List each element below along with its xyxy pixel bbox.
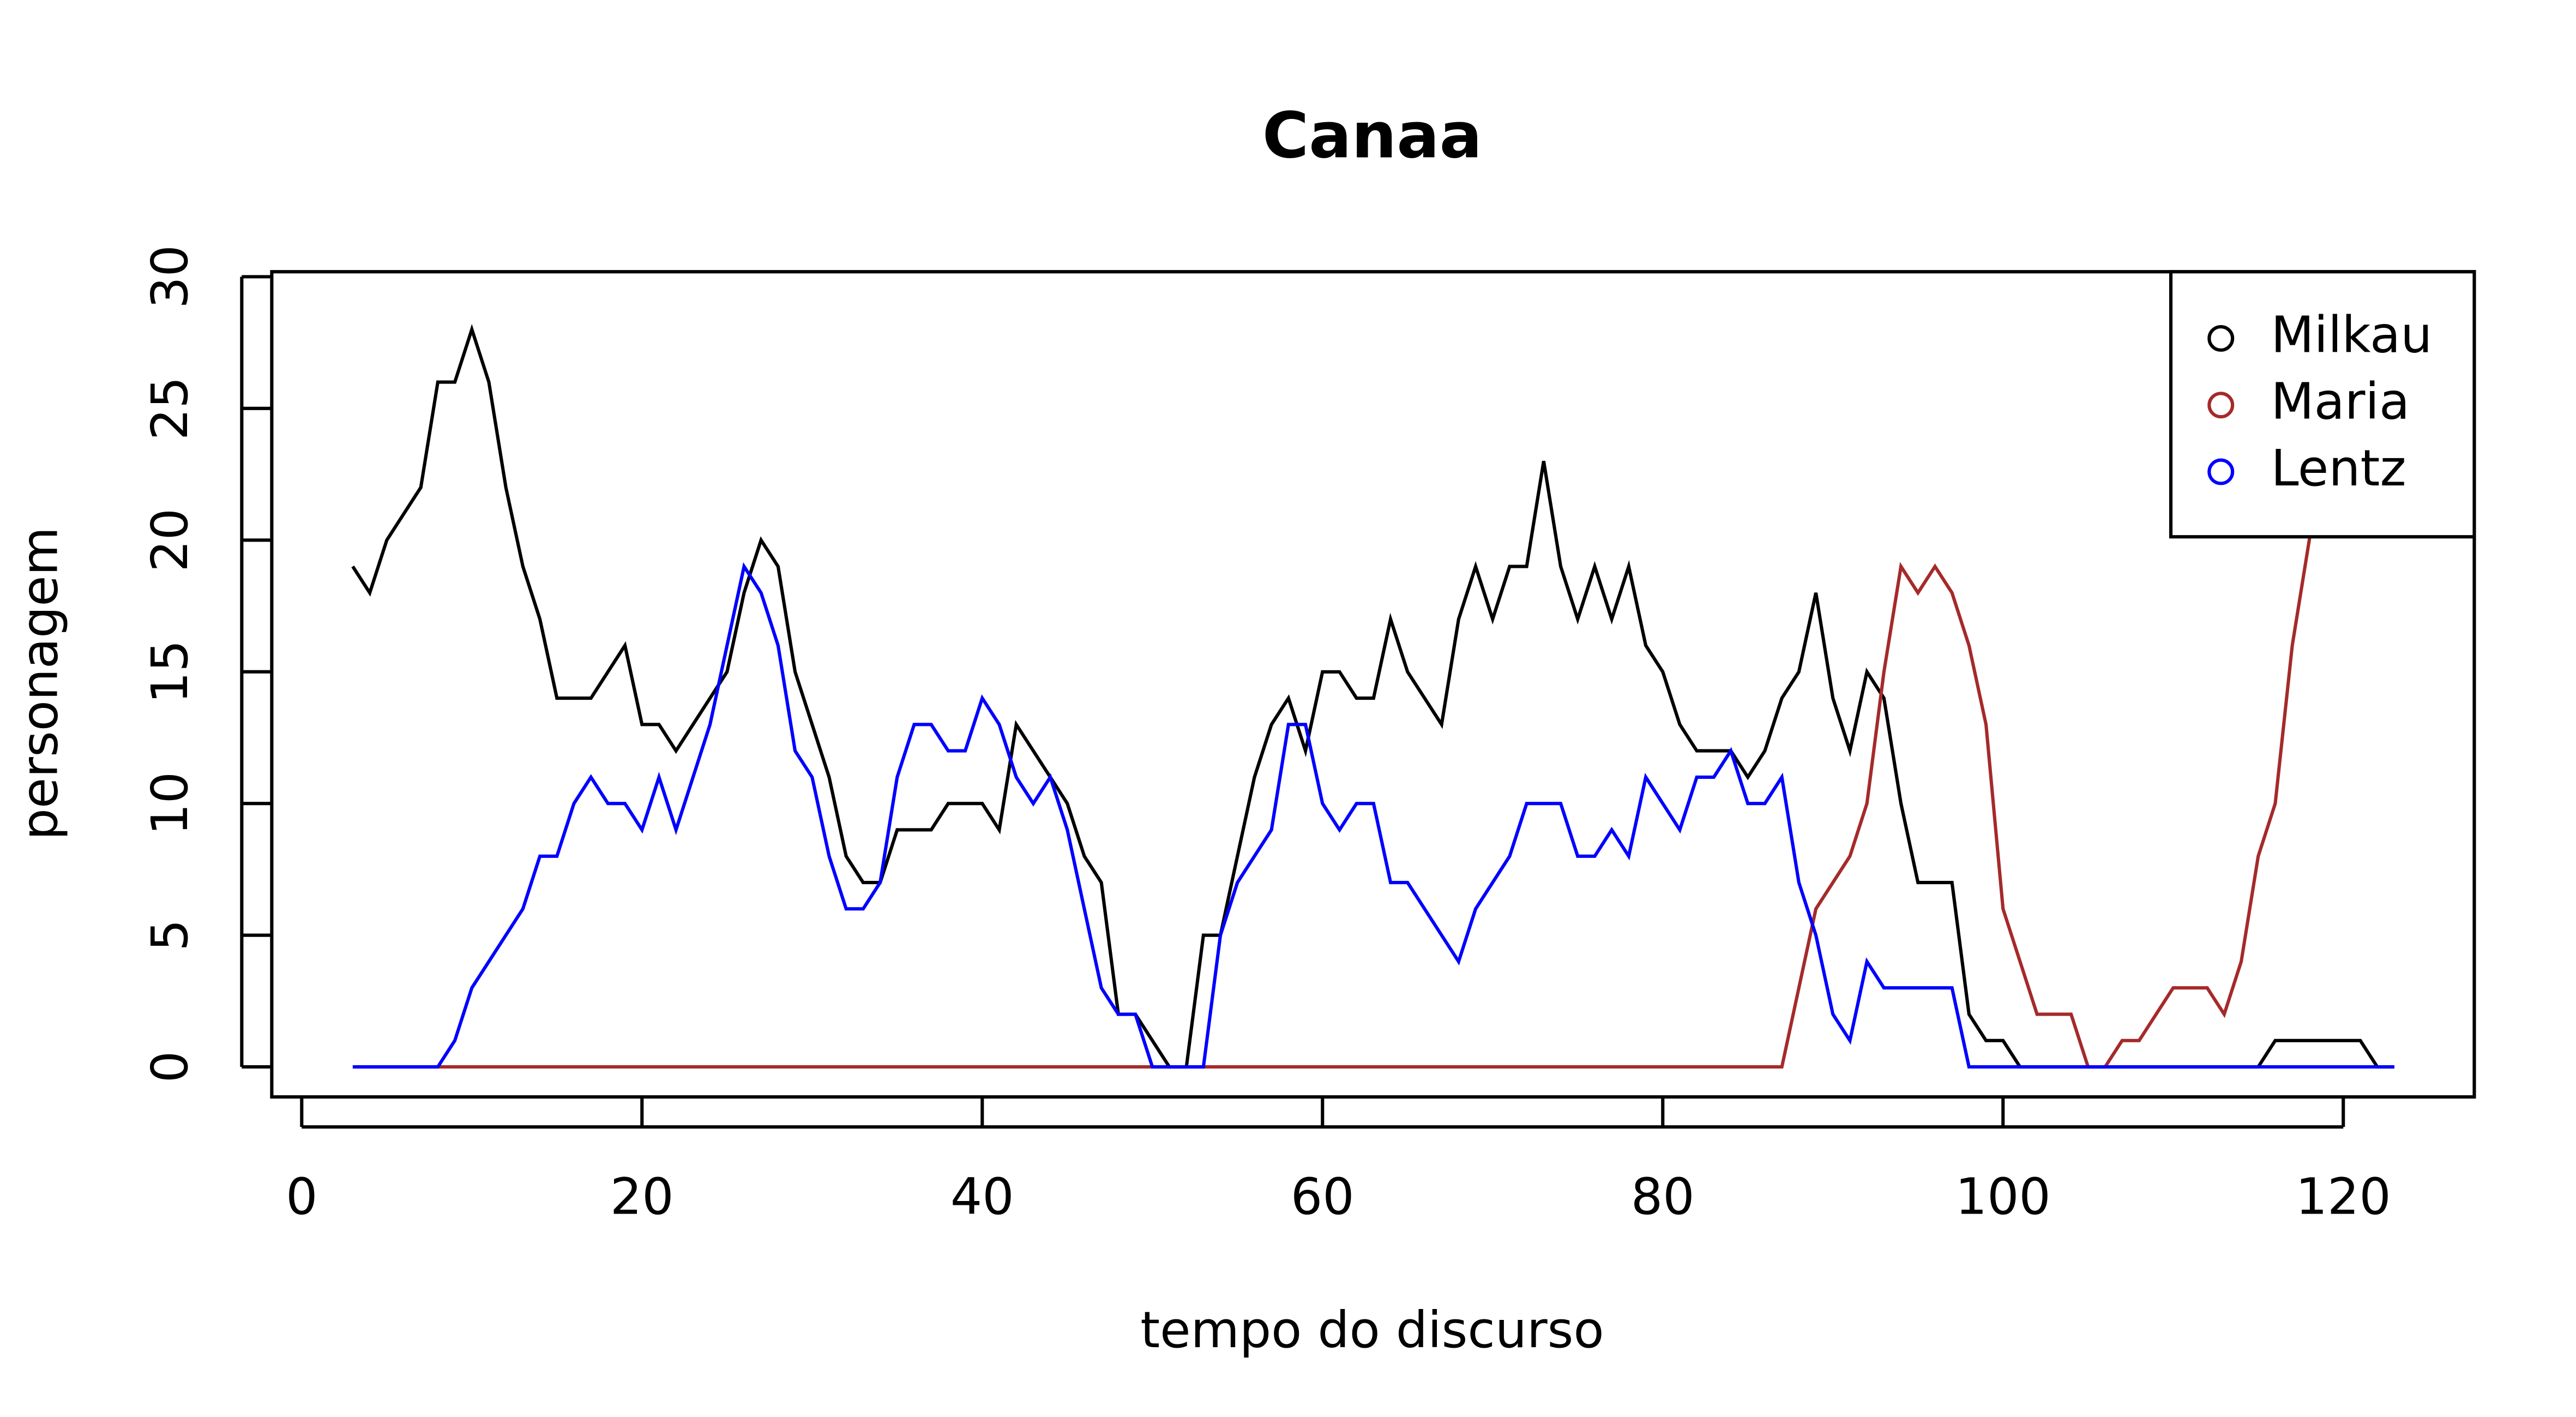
legend-label: Maria [2271, 373, 2410, 431]
x-axis-label: tempo do discurso [1140, 1301, 1604, 1359]
legend-box [2169, 270, 2476, 539]
legend-marker [2207, 325, 2235, 352]
y-tick-label: 5 [141, 919, 199, 951]
series-line [352, 562, 2394, 1069]
legend-marker [2207, 392, 2235, 419]
x-tick-label: 80 [1631, 1168, 1695, 1226]
legend-label: Lentz [2271, 439, 2406, 497]
y-tick-label: 30 [141, 245, 199, 309]
legend-label: Milkau [2271, 305, 2432, 364]
y-tick-label: 10 [141, 772, 199, 836]
y-tick-label: 15 [141, 640, 199, 704]
y-axis-label: personagem [10, 527, 69, 840]
x-tick-label: 40 [950, 1168, 1014, 1226]
x-tick-label: 120 [2296, 1168, 2391, 1226]
y-tick-label: 25 [141, 376, 199, 440]
plot-frame [270, 270, 2476, 1099]
x-tick-label: 100 [1955, 1168, 2051, 1226]
x-tick-label: 60 [1291, 1168, 1355, 1226]
plot-lines [351, 324, 2396, 1069]
series-line [351, 324, 2394, 1069]
y-tick-label: 0 [141, 1051, 199, 1083]
chart-title: Canaa [1262, 99, 1482, 172]
y-tick-label: 20 [141, 508, 199, 572]
x-tick-label: 20 [610, 1168, 674, 1226]
x-tick-label: 0 [286, 1168, 317, 1226]
legend-marker [2207, 458, 2235, 485]
series-line [352, 354, 2396, 1069]
